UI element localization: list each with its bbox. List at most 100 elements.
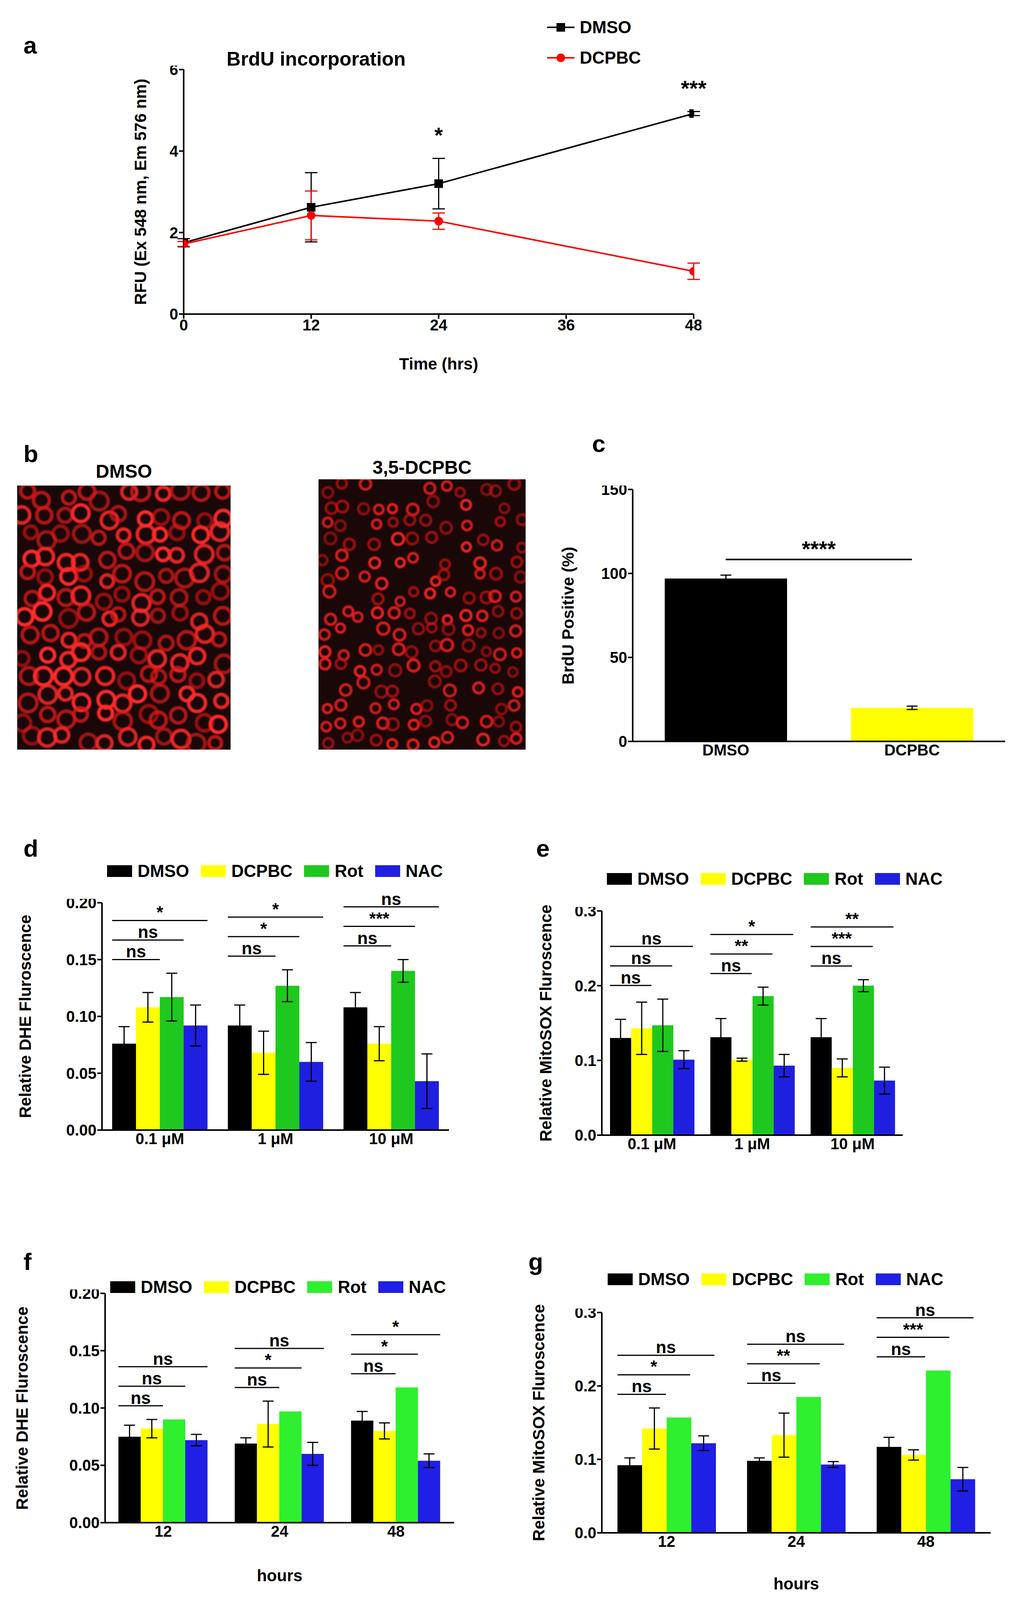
svg-text:0.0: 0.0: [574, 1127, 597, 1145]
svg-text:10 μM: 10 μM: [368, 1130, 414, 1148]
svg-text:ns: ns: [125, 942, 146, 962]
svg-text:0.15: 0.15: [66, 951, 97, 969]
svg-text:24: 24: [270, 1523, 289, 1541]
svg-text:0: 0: [618, 733, 628, 751]
html-text:Time (hrs): Time (hrs): [399, 354, 479, 374]
svg-text:0.05: 0.05: [69, 1457, 100, 1475]
svg-text:150: 150: [601, 485, 628, 499]
svg-text:0.1 μM: 0.1 μM: [627, 1135, 677, 1153]
svg-text:36: 36: [557, 316, 576, 334]
svg-text:1 μM: 1 μM: [734, 1135, 770, 1153]
svg-text:0.3: 0.3: [574, 907, 597, 920]
svg-text:0.1 μM: 0.1 μM: [135, 1130, 185, 1148]
svg-text:*: *: [392, 1317, 400, 1337]
svg-text:ns: ns: [915, 1300, 936, 1321]
svg-text:0.10: 0.10: [66, 1008, 97, 1026]
svg-text:100: 100: [601, 565, 628, 583]
svg-text:ns: ns: [152, 1349, 173, 1369]
svg-text:0.20: 0.20: [69, 1290, 100, 1303]
html-text:DCPBC: DCPBC: [234, 1277, 296, 1298]
svg-text:12: 12: [302, 316, 321, 334]
svg-text:10 μM: 10 μM: [830, 1135, 875, 1153]
html-text:BrdU incorporation: BrdU incorporation: [226, 48, 406, 70]
svg-text:****: ****: [801, 536, 836, 562]
svg-text:ns: ns: [381, 889, 401, 909]
svg-text:0.3: 0.3: [574, 1309, 597, 1322]
svg-text:48: 48: [387, 1523, 405, 1541]
svg-text:0.15: 0.15: [69, 1342, 100, 1360]
svg-text:ns: ns: [631, 948, 652, 968]
svg-text:2: 2: [169, 224, 179, 242]
svg-text:ns: ns: [246, 1370, 267, 1390]
svg-text:48: 48: [917, 1533, 935, 1551]
svg-text:0.2: 0.2: [574, 977, 597, 995]
svg-text:ns: ns: [821, 948, 842, 968]
svg-text:0.05: 0.05: [66, 1065, 97, 1083]
html-text:DMSO: DMSO: [95, 460, 153, 482]
svg-text:12: 12: [658, 1533, 676, 1551]
svg-text:ns: ns: [620, 968, 641, 988]
svg-text:***: ***: [903, 1320, 924, 1340]
svg-text:0.1: 0.1: [574, 1052, 597, 1070]
svg-text:***: ***: [831, 929, 852, 949]
svg-text:*: *: [650, 1357, 658, 1377]
svg-text:ns: ns: [137, 922, 158, 942]
html-text:BrdU Positive (%): BrdU Positive (%): [558, 546, 578, 685]
svg-text:ns: ns: [141, 1369, 162, 1389]
svg-text:1 μM: 1 μM: [257, 1130, 294, 1148]
svg-text:0.0: 0.0: [574, 1524, 597, 1543]
html-text:NAC: NAC: [408, 1277, 446, 1298]
svg-text:ns: ns: [631, 1377, 652, 1397]
svg-text:ns: ns: [721, 956, 741, 976]
svg-text:ns: ns: [130, 1388, 151, 1409]
svg-text:0: 0: [179, 316, 188, 334]
html-text:DMSO: DMSO: [137, 861, 190, 881]
svg-text:0.20: 0.20: [66, 899, 97, 912]
svg-text:6: 6: [169, 65, 179, 79]
svg-text:***: ***: [680, 75, 707, 101]
html-text:DMSO: DMSO: [140, 1277, 193, 1298]
html-text:3,5-DCPBC: 3,5-DCPBC: [372, 457, 472, 478]
svg-text:*: *: [748, 917, 756, 937]
svg-text:**: **: [776, 1346, 791, 1366]
svg-text:DCPBC: DCPBC: [884, 741, 940, 759]
html-text:DMSO: DMSO: [579, 17, 632, 37]
svg-text:**: **: [845, 909, 859, 929]
svg-text:ns: ns: [363, 1356, 384, 1376]
svg-text:0.1: 0.1: [574, 1451, 597, 1469]
svg-text:ns: ns: [269, 1331, 290, 1351]
svg-text:0: 0: [169, 305, 179, 323]
svg-text:*: *: [381, 1337, 389, 1357]
svg-text:ns: ns: [641, 929, 662, 949]
svg-text:ns: ns: [241, 939, 262, 959]
svg-text:4: 4: [169, 142, 179, 160]
html-text:DCPBC: DCPBC: [579, 48, 641, 68]
html-text:Rot: Rot: [337, 1277, 367, 1298]
svg-text:24: 24: [787, 1533, 806, 1551]
svg-text:ns: ns: [891, 1340, 911, 1360]
html-text:Rot: Rot: [334, 861, 364, 881]
svg-text:*: *: [260, 919, 268, 939]
svg-text:50: 50: [610, 649, 628, 667]
svg-text:12: 12: [154, 1523, 173, 1541]
svg-text:ns: ns: [655, 1338, 676, 1358]
svg-text:*: *: [156, 903, 164, 923]
svg-text:*: *: [264, 1350, 272, 1371]
html-text:DMSO: DMSO: [637, 869, 689, 889]
svg-text:ns: ns: [357, 928, 378, 949]
svg-text:0.00: 0.00: [69, 1514, 100, 1532]
svg-text:0.10: 0.10: [69, 1400, 100, 1418]
svg-text:24: 24: [429, 316, 448, 334]
svg-text:0.2: 0.2: [574, 1377, 597, 1396]
svg-text:0.00: 0.00: [66, 1121, 97, 1140]
svg-text:**: **: [734, 936, 749, 956]
svg-text:***: ***: [369, 909, 390, 929]
svg-text:ns: ns: [761, 1366, 782, 1386]
html-text:NAC: NAC: [405, 861, 443, 881]
svg-text:*: *: [434, 122, 444, 148]
html-text:DCPBC: DCPBC: [231, 861, 293, 881]
svg-text:DMSO: DMSO: [702, 741, 750, 759]
svg-text:ns: ns: [785, 1327, 806, 1347]
svg-text:48: 48: [685, 316, 702, 334]
svg-text:*: *: [271, 899, 280, 920]
